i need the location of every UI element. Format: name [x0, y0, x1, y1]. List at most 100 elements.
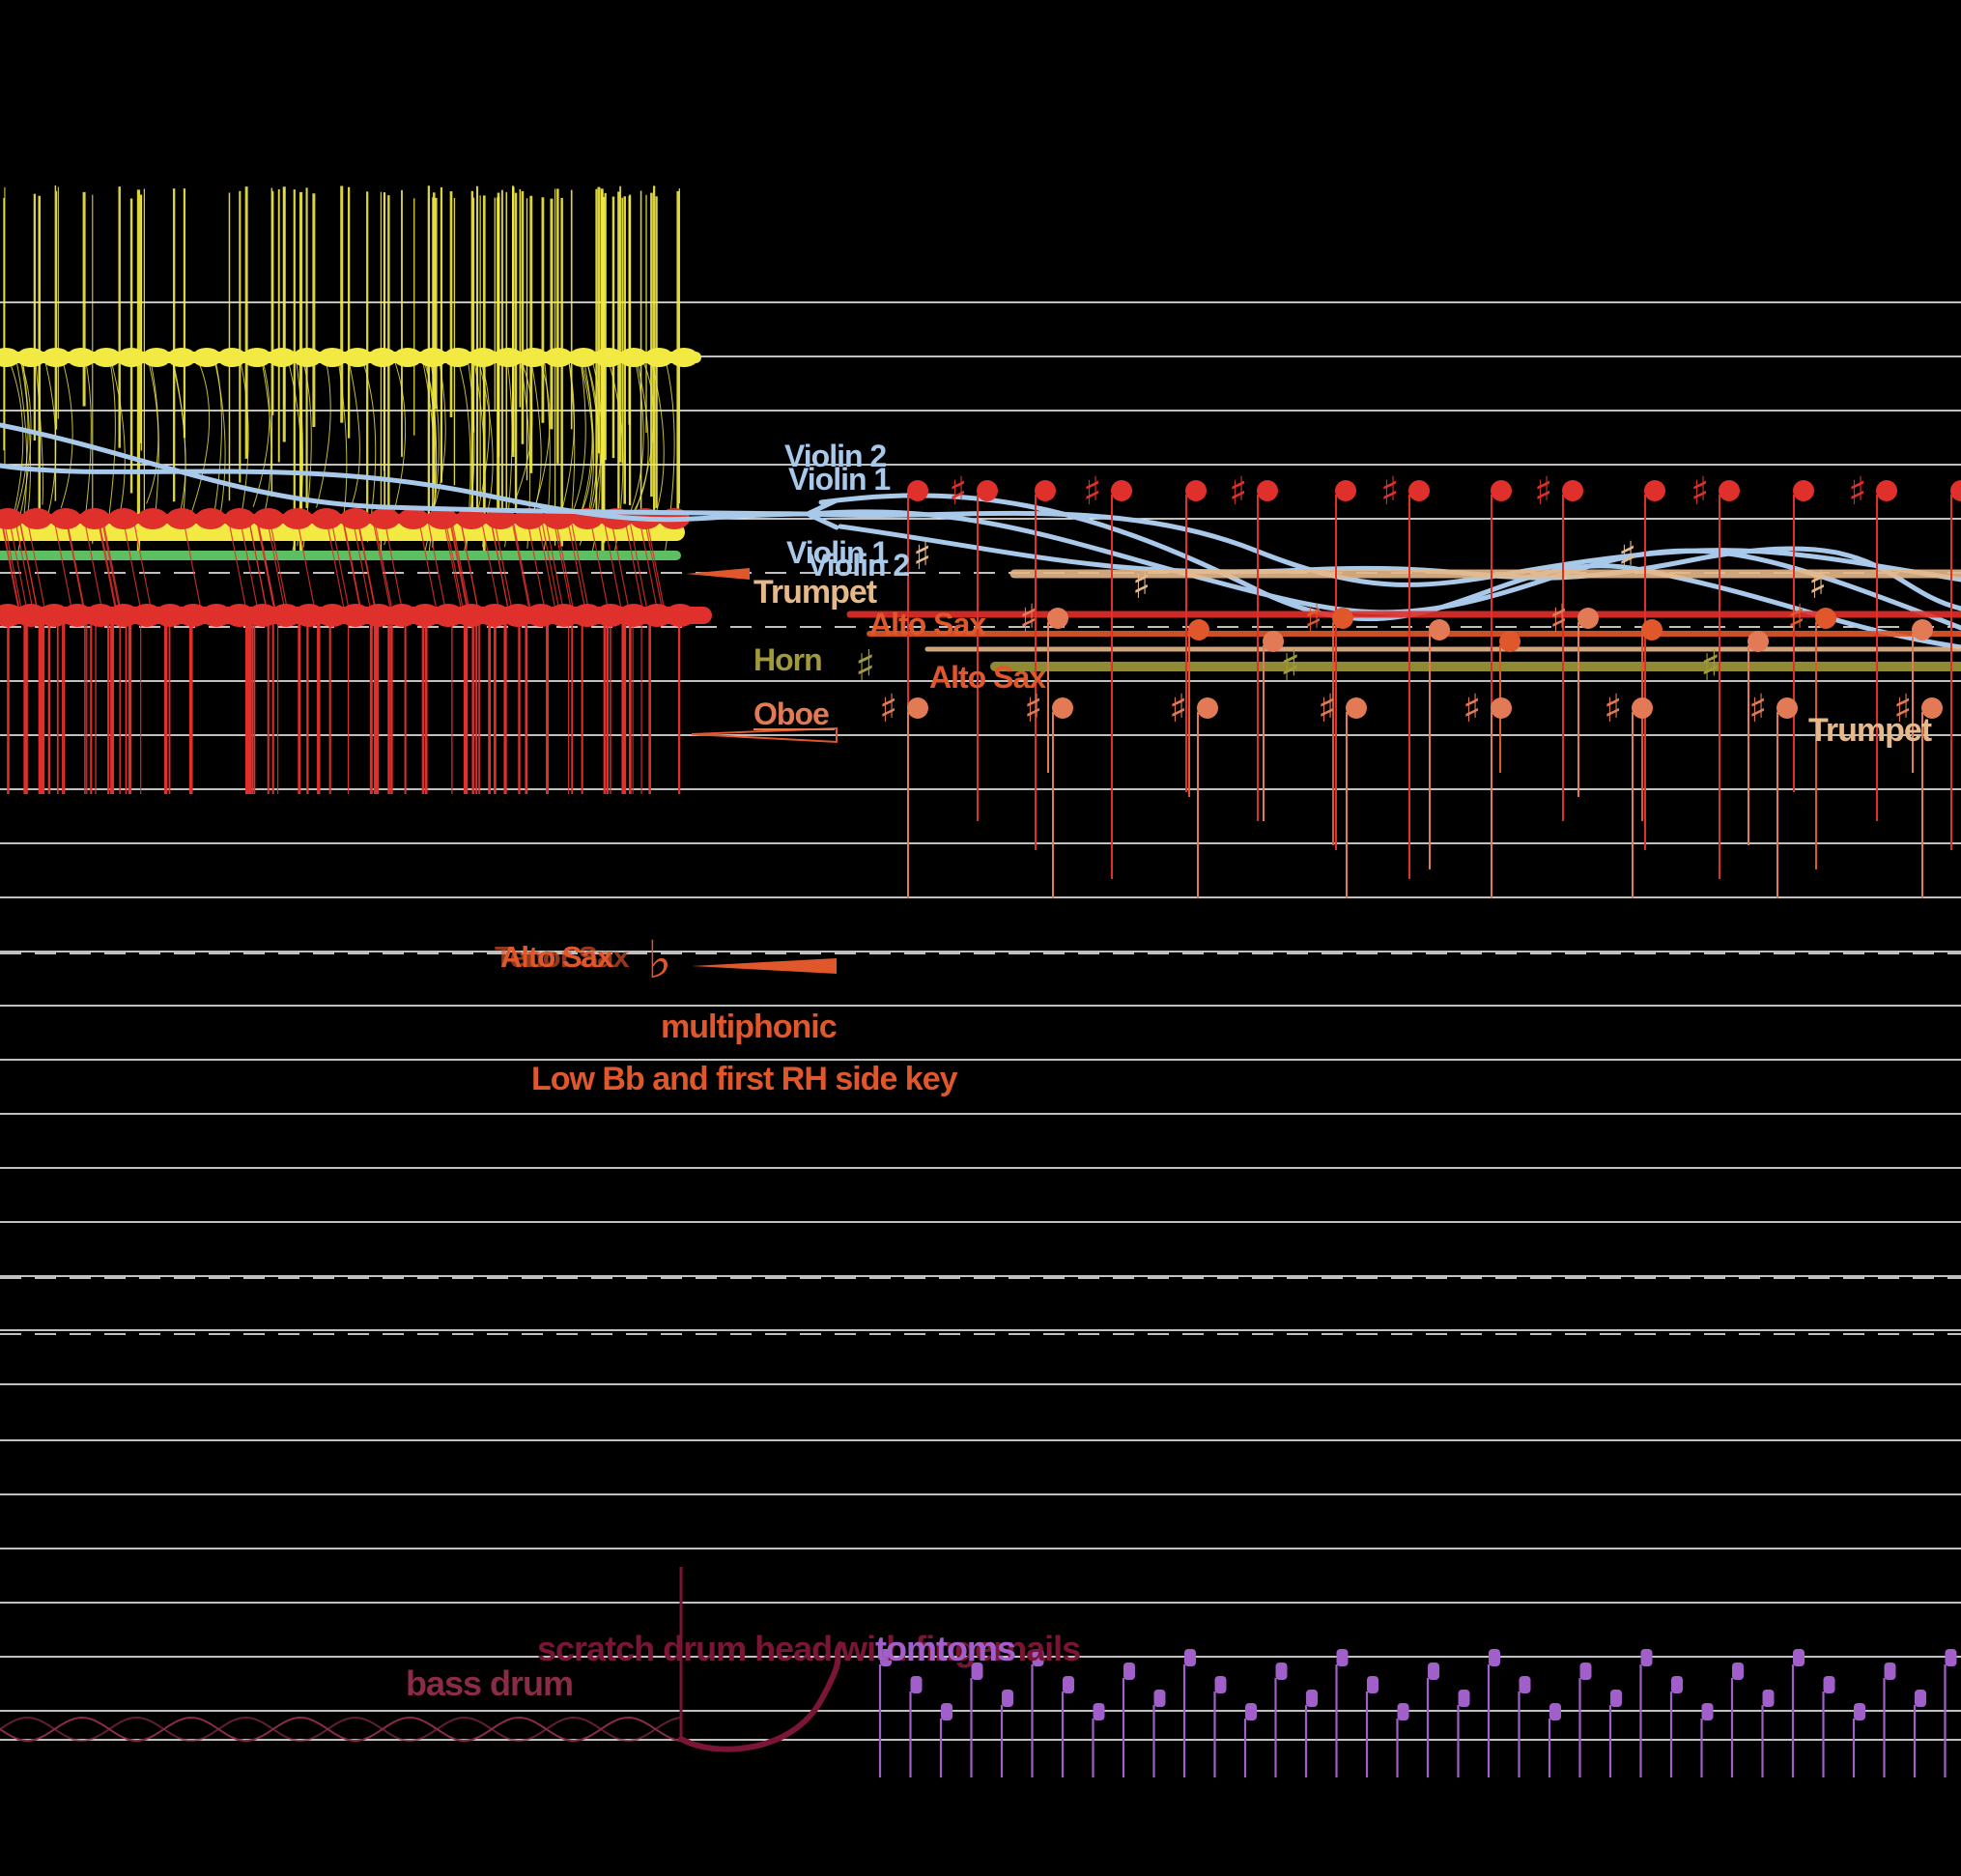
bass-drum-roll	[0, 1716, 681, 1743]
label-alto-sax-overlap-a: Alto Sax	[500, 940, 614, 974]
red-tie	[541, 521, 560, 611]
red-note-upper	[50, 508, 81, 529]
note-head	[1257, 480, 1278, 501]
red-tie	[0, 521, 20, 611]
note-head	[1197, 697, 1218, 719]
sharp-icon: ♯	[1304, 597, 1322, 641]
red-note-lower	[363, 604, 394, 627]
yellow-note	[293, 348, 322, 367]
label-alto-sax-2: Alto Sax	[929, 660, 1046, 695]
yellow-note	[519, 348, 548, 367]
tomtom-note	[1915, 1690, 1926, 1707]
red-note-lower	[294, 604, 325, 627]
tomtom-note	[1793, 1649, 1805, 1666]
red-note-lower	[665, 604, 696, 627]
red-tie	[644, 521, 664, 611]
red-note-lower	[131, 604, 162, 627]
tomtom-note	[1762, 1690, 1775, 1707]
red-note-lower	[572, 604, 603, 627]
red-tie	[511, 521, 530, 611]
red-note-upper	[253, 508, 284, 529]
red-tie	[372, 521, 391, 611]
red-note-upper	[21, 508, 52, 529]
red-tie	[133, 521, 153, 611]
sharp-icon: ♯	[1380, 469, 1399, 514]
yellow-note	[242, 348, 271, 367]
sharp-icon: ♯	[879, 687, 897, 731]
yellow-note	[42, 348, 71, 367]
label-alto-sax-overlap-b: Tenor Sax	[495, 940, 630, 974]
sharp-icon: ♯	[1463, 687, 1481, 731]
red-tie	[248, 521, 268, 611]
tomtom-note	[1519, 1676, 1531, 1693]
tomtom-note	[1701, 1703, 1714, 1720]
violin-arrowhead	[805, 497, 839, 530]
red-tie	[537, 521, 556, 611]
red-tie	[545, 521, 564, 611]
tomtom-note	[1640, 1649, 1653, 1666]
note-head	[1912, 619, 1933, 640]
red-tie	[267, 521, 286, 611]
red-note-lower	[85, 604, 116, 627]
sharp-icon: ♯	[1848, 469, 1866, 514]
yellow-curl	[35, 356, 43, 505]
yellow-note	[67, 348, 96, 367]
red-note-lower	[386, 604, 417, 627]
red-note-upper	[282, 508, 313, 529]
note-head	[1263, 631, 1284, 652]
red-tie	[99, 521, 118, 611]
tomtom-note	[880, 1649, 892, 1666]
yellow-note	[494, 348, 523, 367]
red-tie	[102, 521, 122, 611]
note-head	[1577, 608, 1599, 629]
yellow-curl	[633, 356, 655, 518]
tomtom-note	[1184, 1649, 1196, 1666]
note-head	[1719, 480, 1740, 501]
red-note-upper	[485, 508, 516, 529]
sharp-icon: ♯	[1893, 687, 1912, 731]
tomtom-note	[941, 1703, 952, 1720]
red-tie	[356, 521, 376, 611]
yellow-curl	[573, 356, 586, 510]
red-note-upper	[398, 508, 429, 529]
scratch-curve	[678, 1641, 843, 1752]
violin-glissando	[818, 493, 1961, 650]
sharp-icon: ♯	[1024, 687, 1042, 731]
note-head	[1429, 619, 1450, 640]
tomtom-note	[1884, 1663, 1896, 1680]
yellow-note	[343, 348, 372, 367]
note-head	[1641, 619, 1663, 640]
sharp-icon: ♯	[1169, 687, 1187, 731]
tomtom-note	[1367, 1676, 1378, 1693]
red-tie	[66, 521, 86, 611]
red-tie	[326, 521, 345, 611]
red-tie	[27, 521, 46, 611]
red-note-lower	[155, 604, 185, 627]
red-tie	[450, 521, 469, 611]
note-head	[1921, 697, 1943, 719]
red-note-lower	[201, 604, 232, 627]
red-note-upper	[166, 508, 197, 529]
red-tie	[451, 521, 470, 611]
note-head	[1499, 631, 1520, 652]
yellow-curl	[560, 356, 575, 515]
tomtom-note	[1275, 1663, 1288, 1680]
yellow-curl	[529, 356, 542, 510]
red-note-lower	[618, 604, 649, 627]
note-head	[1815, 608, 1836, 629]
note-head	[977, 480, 998, 501]
hairpins	[686, 568, 838, 974]
sharp-icon: ♯	[1691, 469, 1709, 514]
red-tie	[270, 521, 289, 611]
red-note-lower	[526, 604, 556, 627]
yellow-curl	[347, 356, 360, 505]
yellow-note	[469, 348, 497, 367]
yellow-curl	[239, 356, 249, 510]
red-note-lower	[247, 604, 278, 627]
sharp-icon: ♯	[1787, 597, 1805, 641]
yellow-note	[569, 348, 598, 367]
sharp-icon: ♯	[1019, 597, 1037, 641]
note-head	[1346, 697, 1367, 719]
tomtom-note	[1428, 1663, 1439, 1680]
